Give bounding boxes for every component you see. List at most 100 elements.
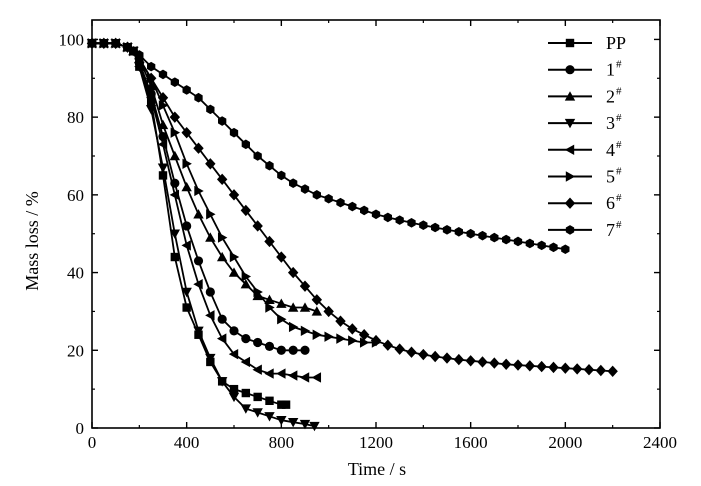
axis-ticks xyxy=(91,20,661,429)
legend-label-text: 5 xyxy=(606,167,615,187)
data-point xyxy=(560,362,571,374)
legend-label-text: 6 xyxy=(606,193,615,213)
data-point xyxy=(182,85,191,95)
legend-label-text: 7 xyxy=(606,220,615,240)
legend-entry: PP xyxy=(548,33,626,53)
data-point xyxy=(299,419,311,430)
y-tick-label: 0 xyxy=(76,419,85,438)
legend-label: 1# xyxy=(606,59,622,80)
data-point xyxy=(525,238,534,249)
legend-label-superscript: # xyxy=(616,139,622,151)
data-point xyxy=(170,127,181,138)
data-point xyxy=(359,337,370,348)
legend-label-superscript: # xyxy=(616,112,622,124)
data-point xyxy=(348,201,357,212)
legend: PP1#2#3#4#5#6#7# xyxy=(548,33,626,240)
data-point xyxy=(241,334,251,344)
data-point xyxy=(276,298,287,308)
data-point xyxy=(216,251,228,262)
legend-label-text: 4 xyxy=(606,140,615,160)
data-point xyxy=(347,323,358,335)
data-point xyxy=(169,229,181,239)
data-point xyxy=(500,358,512,370)
data-point xyxy=(407,218,416,228)
data-point xyxy=(193,209,204,219)
data-point xyxy=(277,170,286,181)
data-point xyxy=(276,251,287,263)
data-point xyxy=(431,222,440,233)
data-point xyxy=(253,286,263,298)
x-tick-label: 2000 xyxy=(548,433,582,452)
data-point xyxy=(549,242,558,253)
data-point xyxy=(265,160,274,171)
data-point xyxy=(299,302,311,312)
data-point xyxy=(537,240,546,251)
data-point xyxy=(193,142,204,154)
data-point xyxy=(193,326,204,337)
data-point xyxy=(335,315,346,327)
data-point xyxy=(312,329,323,340)
data-point xyxy=(216,333,227,344)
data-point xyxy=(370,334,382,347)
data-point xyxy=(182,158,192,169)
series-2 xyxy=(87,38,310,355)
data-point xyxy=(288,345,298,355)
data-point xyxy=(536,360,547,373)
data-point xyxy=(489,357,500,369)
legend-marker xyxy=(564,144,575,155)
x-tick-label: 400 xyxy=(174,433,200,452)
data-point xyxy=(383,212,392,223)
data-point xyxy=(571,363,583,375)
data-point xyxy=(217,314,227,324)
data-point xyxy=(371,209,381,220)
data-point xyxy=(229,384,239,394)
y-tick-label: 20 xyxy=(67,341,84,360)
data-point xyxy=(419,220,428,230)
series-line xyxy=(92,42,315,427)
data-point xyxy=(264,341,275,351)
data-point xyxy=(453,353,465,366)
data-point xyxy=(513,236,523,247)
data-point xyxy=(241,271,252,282)
data-point xyxy=(205,232,216,242)
legend-marker xyxy=(565,65,575,75)
legend-entry: 5# xyxy=(548,166,622,187)
x-axis-title: Time / s xyxy=(348,459,406,479)
data-point xyxy=(561,244,570,255)
data-point xyxy=(193,279,203,290)
legend-marker xyxy=(564,91,576,101)
axis-tick-labels: 0 400 800 1200 1600 2000 2400 0 20 40 60 80 100 xyxy=(59,30,678,452)
data-point xyxy=(157,92,169,104)
data-point xyxy=(287,266,299,279)
data-point xyxy=(264,368,274,379)
data-point xyxy=(583,364,595,376)
legend-label-superscript: # xyxy=(616,85,622,97)
data-point xyxy=(276,345,286,355)
data-point xyxy=(277,400,286,409)
data-point xyxy=(477,356,488,368)
data-point xyxy=(158,100,169,111)
data-point xyxy=(228,392,240,403)
data-point xyxy=(548,361,559,374)
data-point xyxy=(111,38,120,49)
data-point xyxy=(465,355,476,367)
data-point xyxy=(170,252,180,262)
data-point xyxy=(157,139,168,150)
data-point xyxy=(134,61,144,72)
data-point xyxy=(228,189,240,201)
data-point xyxy=(229,326,239,336)
data-point xyxy=(205,310,215,321)
legend-label-superscript: # xyxy=(616,192,622,204)
data-point xyxy=(300,184,310,194)
data-point xyxy=(135,50,144,60)
data-point xyxy=(288,321,299,333)
data-point xyxy=(595,364,607,377)
data-point xyxy=(442,225,452,235)
data-point xyxy=(265,302,275,313)
data-point xyxy=(324,331,334,342)
data-point xyxy=(287,370,298,381)
data-point xyxy=(265,396,274,405)
series-5 xyxy=(86,38,322,383)
data-point xyxy=(229,127,239,138)
legend-entry: 3# xyxy=(548,112,622,133)
